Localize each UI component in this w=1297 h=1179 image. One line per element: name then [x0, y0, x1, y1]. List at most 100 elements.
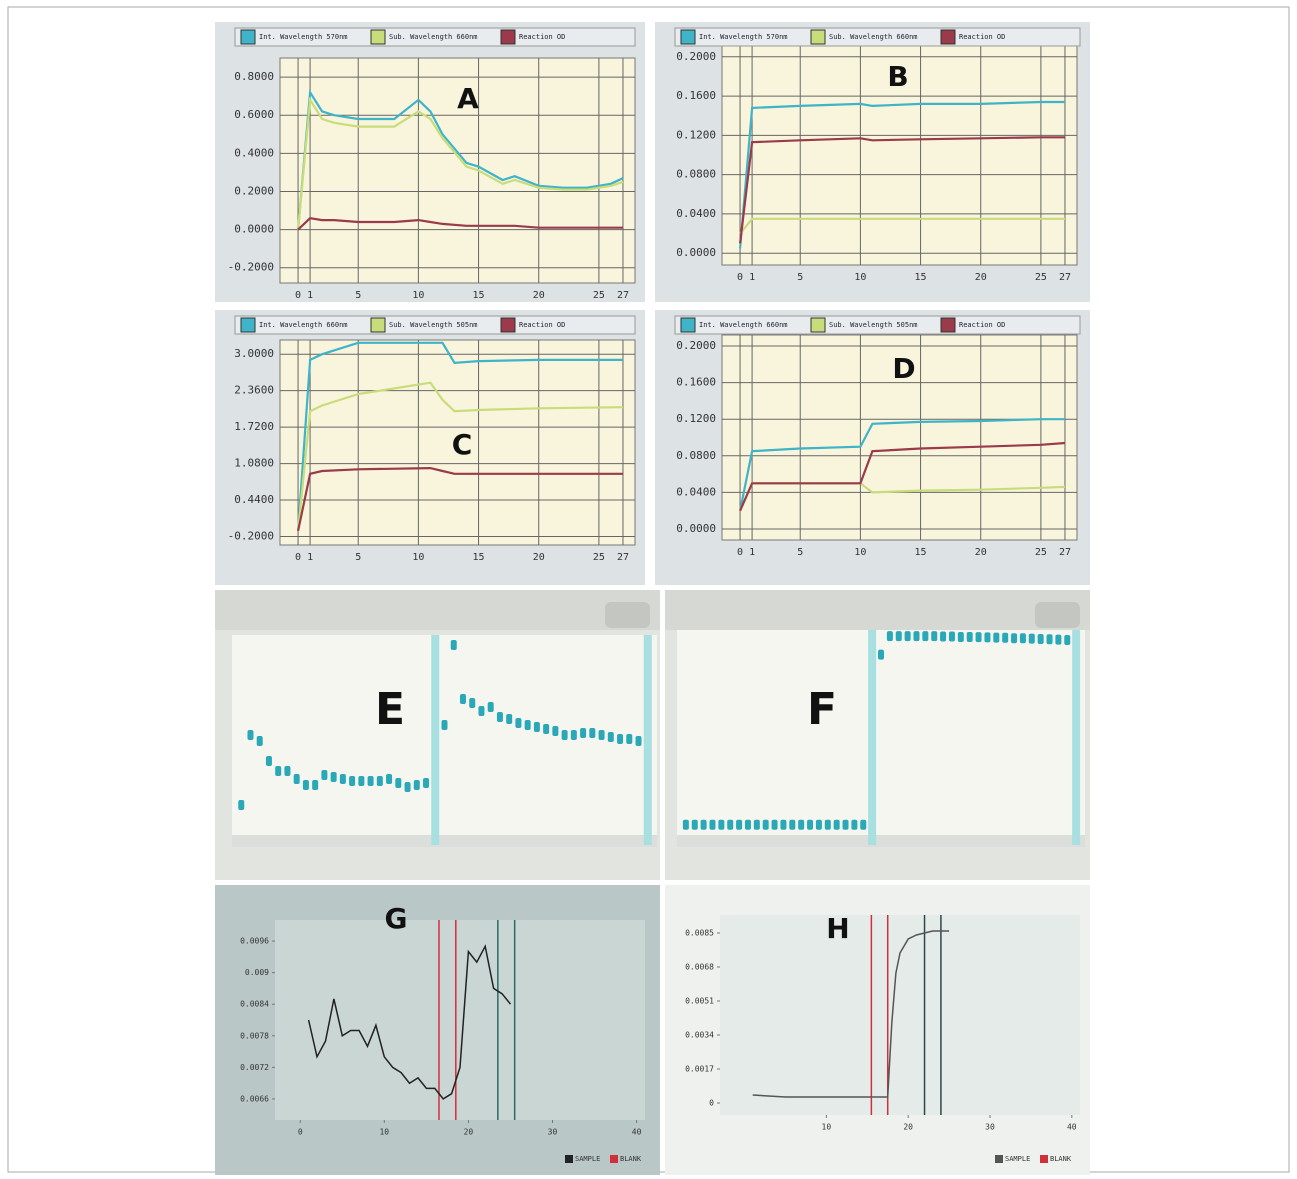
- y-tick-label: 0.0400: [676, 207, 716, 220]
- x-tick-label: 1: [749, 272, 755, 283]
- data-point: [753, 819, 760, 830]
- data-point: [913, 631, 920, 642]
- data-point: [478, 706, 485, 716]
- data-point: [975, 632, 982, 643]
- data-point: [321, 770, 328, 780]
- panel-label: C: [452, 428, 473, 461]
- data-point: [570, 730, 577, 740]
- data-point: [922, 631, 929, 642]
- x-tick-label: 20: [533, 552, 545, 563]
- panel-label: F: [807, 684, 837, 735]
- x-tick-label: 0: [737, 272, 743, 283]
- data-point: [524, 720, 531, 730]
- plot-area: [279, 57, 636, 284]
- data-point: [506, 714, 513, 724]
- y-tick-label: 0.0068: [685, 963, 714, 972]
- data-point: [598, 730, 605, 740]
- series-line: [297, 88, 624, 230]
- legend-bar: [674, 315, 1081, 335]
- x-tick-label: 27: [617, 552, 629, 563]
- legend-swatch: [565, 1155, 573, 1163]
- data-point: [386, 774, 393, 784]
- y-tick-label: 0.0800: [676, 449, 716, 462]
- legend-label: Int. Wavelength 660nm: [699, 321, 788, 329]
- x-tick-label: 25: [593, 290, 605, 301]
- data-point: [552, 726, 559, 736]
- x-tick-label: 10: [822, 1123, 832, 1132]
- data-point: [851, 819, 858, 830]
- y-tick-label: 0.1600: [676, 376, 716, 389]
- y-tick-label: 1.0800: [234, 457, 274, 470]
- data-point: [798, 819, 805, 830]
- y-tick-label: 0.0017: [685, 1065, 714, 1074]
- legend-swatch: [370, 317, 386, 333]
- data-point: [824, 819, 831, 830]
- y-tick-label: 0.0078: [240, 1031, 269, 1040]
- x-tick-label: 25: [1035, 272, 1047, 283]
- legend-label: SAMPLE: [575, 1155, 600, 1163]
- data-point: [966, 631, 973, 642]
- legend-swatch: [240, 29, 256, 45]
- x-tick-label: 20: [903, 1123, 913, 1132]
- legend-swatch: [680, 29, 696, 45]
- legend-swatch: [240, 317, 256, 333]
- panel-label: B: [887, 60, 908, 93]
- y-tick-label: 0.2000: [676, 339, 716, 352]
- x-tick-label: 10: [854, 547, 866, 558]
- x-tick-label: 15: [473, 290, 485, 301]
- data-point: [940, 631, 947, 642]
- data-point: [878, 649, 884, 660]
- panel-label: H: [826, 912, 849, 945]
- x-tick-label: 0: [737, 547, 743, 558]
- data-point: [718, 819, 725, 830]
- y-tick-label: 0.0034: [685, 1031, 714, 1040]
- nav-button: [1035, 602, 1080, 628]
- data-point: [780, 819, 787, 830]
- panel-label: A: [457, 82, 479, 115]
- x-tick-label: 40: [632, 1128, 642, 1137]
- legend-label: Reaction OD: [959, 33, 1005, 41]
- plot-area: [721, 44, 1078, 266]
- x-tick-label: 10: [854, 272, 866, 283]
- series-line: [739, 136, 1065, 244]
- data-point: [771, 819, 778, 830]
- legend-bar: [674, 27, 1081, 47]
- x-axis-strip: [677, 835, 1085, 847]
- data-point: [700, 819, 707, 830]
- plot-area: [279, 339, 636, 546]
- legend-label: Reaction OD: [519, 33, 565, 41]
- data-point: [842, 819, 849, 830]
- x-tick-label: 15: [915, 272, 927, 283]
- x-tick-label: 5: [355, 552, 361, 563]
- legend-label: Reaction OD: [959, 321, 1005, 329]
- y-tick-label: 2.3600: [234, 384, 274, 397]
- x-tick-label: 15: [473, 552, 485, 563]
- series-line: [297, 381, 624, 531]
- legend-label: BLANK: [1050, 1155, 1072, 1163]
- data-point: [833, 819, 840, 830]
- legend-label: Int. Wavelength 570nm: [699, 33, 788, 41]
- x-tick-label: 15: [915, 547, 927, 558]
- data-point: [589, 728, 596, 738]
- data-point: [358, 776, 365, 786]
- x-tick-label: 10: [412, 552, 424, 563]
- data-point: [349, 776, 356, 786]
- series-line: [739, 217, 1065, 235]
- data-point: [727, 819, 734, 830]
- y-tick-label: 0.1200: [676, 128, 716, 141]
- toolbar: [665, 590, 1090, 630]
- data-point: [1019, 633, 1026, 644]
- legend-swatch: [610, 1155, 618, 1163]
- plot-area: [232, 635, 657, 835]
- data-point: [886, 631, 893, 642]
- y-tick-label: 0.0000: [676, 522, 716, 535]
- legend-swatch: [995, 1155, 1003, 1163]
- data-point: [561, 730, 568, 740]
- x-tick-label: 1: [307, 552, 313, 563]
- legend-label: SAMPLE: [1005, 1155, 1030, 1163]
- x-tick-label: 0: [295, 552, 301, 563]
- y-tick-label: 0.009: [245, 968, 269, 977]
- plot-area: [720, 915, 1080, 1115]
- data-point: [1055, 634, 1062, 645]
- x-tick-label: 20: [464, 1128, 474, 1137]
